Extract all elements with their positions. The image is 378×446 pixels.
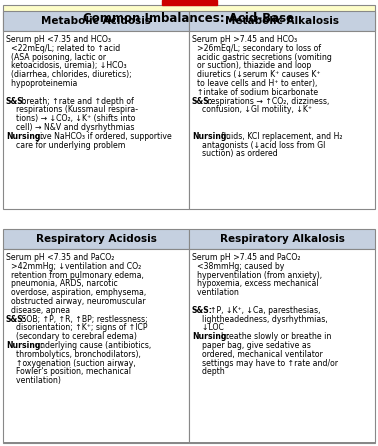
Text: Nursing:: Nursing: [6, 341, 43, 350]
Text: breath; ↑rate and ↑depth of: breath; ↑rate and ↑depth of [19, 97, 133, 106]
Text: Common Imbalances: Acid-Base: Common Imbalances: Acid-Base [84, 12, 294, 25]
Text: Serum pH <7.35 and PaCO₂: Serum pH <7.35 and PaCO₂ [6, 253, 115, 262]
Text: overdose, aspiration, emphysema,: overdose, aspiration, emphysema, [6, 288, 146, 297]
Text: (diarrhea, chlorides, diuretics);: (diarrhea, chlorides, diuretics); [6, 70, 132, 79]
Text: S&S:: S&S: [192, 97, 213, 106]
Text: care for underlying problem: care for underlying problem [11, 140, 125, 149]
Bar [189, 229, 375, 249]
Text: suction) as ordered: suction) as ordered [197, 149, 278, 158]
Text: Serum pH >7.45 and PaCO₂: Serum pH >7.45 and PaCO₂ [192, 253, 301, 262]
Bar [161, 0, 217, 5]
Bar [3, 5, 375, 31]
Text: <22mEq/L; related to ↑acid: <22mEq/L; related to ↑acid [6, 44, 120, 53]
Text: to leave cells and H⁺ to enter),: to leave cells and H⁺ to enter), [192, 79, 318, 88]
Text: thrombolytics, bronchodilators),: thrombolytics, bronchodilators), [11, 350, 141, 359]
Text: Serum pH >7.45 and HCO₃: Serum pH >7.45 and HCO₃ [192, 35, 297, 44]
Bar [189, 31, 375, 209]
Text: respirations → ↑CO₂, dizziness,: respirations → ↑CO₂, dizziness, [204, 97, 329, 106]
Text: tions) → ↓CO₂, ↓K⁺ (shifts into: tions) → ↓CO₂, ↓K⁺ (shifts into [11, 114, 135, 123]
Text: Respiratory Acidosis: Respiratory Acidosis [36, 234, 156, 244]
Text: obstructed airway, neuromuscular: obstructed airway, neuromuscular [6, 297, 146, 306]
Bar [3, 229, 189, 249]
Bar [3, 249, 189, 443]
Text: S&S:: S&S: [6, 97, 27, 106]
Text: acidic gastric secretions (vomiting: acidic gastric secretions (vomiting [192, 53, 332, 62]
Text: <38mmHg; caused by: <38mmHg; caused by [192, 262, 284, 271]
Text: disease, apnea: disease, apnea [6, 306, 70, 315]
Text: ↑intake of sodium bicarbonate: ↑intake of sodium bicarbonate [192, 88, 318, 97]
Text: confusion, ↓GI motility, ↓K⁺: confusion, ↓GI motility, ↓K⁺ [197, 105, 312, 115]
Text: S&S:: S&S: [192, 306, 213, 315]
Text: Metabolic Acidosis: Metabolic Acidosis [41, 16, 151, 26]
Text: paper bag, give sedative as: paper bag, give sedative as [197, 341, 311, 350]
Text: S&S:: S&S: [6, 314, 27, 324]
Text: or suction), thiazide and loop: or suction), thiazide and loop [192, 62, 311, 70]
Text: ventilation: ventilation [192, 288, 239, 297]
Text: Serum pH <7.35 and HCO₃: Serum pH <7.35 and HCO₃ [6, 35, 111, 44]
Text: pneumonia, ARDS, narcotic: pneumonia, ARDS, narcotic [6, 279, 118, 289]
Text: lightheadedness, dysrhythmias,: lightheadedness, dysrhythmias, [197, 314, 328, 324]
Text: >42mmHg; ↓ventilation and CO₂: >42mmHg; ↓ventilation and CO₂ [6, 262, 141, 271]
Text: ordered, mechanical ventilator: ordered, mechanical ventilator [197, 350, 323, 359]
Text: fluids, KCl replacement, and H₂: fluids, KCl replacement, and H₂ [216, 132, 343, 141]
Text: depth: depth [197, 368, 225, 376]
Text: SOB; ↑P, ↑R, ↑BP; restlessness;: SOB; ↑P, ↑R, ↑BP; restlessness; [19, 314, 147, 324]
Text: >26mEq/L; secondary to loss of: >26mEq/L; secondary to loss of [192, 44, 321, 53]
Text: settings may have to ↑rate and/or: settings may have to ↑rate and/or [197, 359, 338, 368]
Text: ↓LOC: ↓LOC [197, 323, 224, 332]
Text: ketoacidosis, uremia); ↓HCO₃: ketoacidosis, uremia); ↓HCO₃ [6, 62, 127, 70]
Text: Nursing:: Nursing: [192, 332, 229, 341]
Text: hyperventilation (from anxiety),: hyperventilation (from anxiety), [192, 271, 322, 280]
Text: cell) → N&V and dysrhythmias: cell) → N&V and dysrhythmias [11, 123, 135, 132]
Text: Metabolic Alkalosis: Metabolic Alkalosis [225, 16, 339, 26]
Bar [3, 442, 375, 443]
Text: ventilation): ventilation) [11, 376, 61, 385]
Text: hypoproteinemia: hypoproteinemia [6, 79, 77, 88]
Text: Nursing:: Nursing: [192, 132, 229, 141]
Text: give NaHCO₃ if ordered, supportive: give NaHCO₃ if ordered, supportive [30, 132, 172, 141]
Text: diuretics (↓serum K⁺ causes K⁺: diuretics (↓serum K⁺ causes K⁺ [192, 70, 321, 79]
Text: Respiratory Alkalosis: Respiratory Alkalosis [220, 234, 344, 244]
Text: (ASA poisoning, lactic or: (ASA poisoning, lactic or [6, 53, 106, 62]
Text: underlying cause (antibiotics,: underlying cause (antibiotics, [30, 341, 152, 350]
Text: (secondary to cerebral edema): (secondary to cerebral edema) [11, 332, 137, 341]
Bar [3, 31, 189, 209]
Text: Nursing:: Nursing: [6, 132, 43, 141]
Bar [189, 249, 375, 443]
Text: disorientation; ↑K⁺; signs of ↑ICP: disorientation; ↑K⁺; signs of ↑ICP [11, 323, 147, 332]
Text: hypoxemia, excess mechanical: hypoxemia, excess mechanical [192, 279, 319, 289]
Bar [3, 11, 189, 31]
Bar [189, 11, 375, 31]
Text: antagonists (↓acid loss from GI: antagonists (↓acid loss from GI [197, 140, 325, 149]
Text: Fowler's position, mechanical: Fowler's position, mechanical [11, 368, 131, 376]
Text: respirations (Kussmaul respira-: respirations (Kussmaul respira- [11, 105, 138, 115]
Text: ↑P, ↓K⁺, ↓Ca, paresthesias,: ↑P, ↓K⁺, ↓Ca, paresthesias, [204, 306, 320, 315]
Text: ↑oxygenation (suction airway,: ↑oxygenation (suction airway, [11, 359, 136, 368]
Text: breathe slowly or breathe in: breathe slowly or breathe in [216, 332, 332, 341]
Text: retention from pulmonary edema,: retention from pulmonary edema, [6, 271, 144, 280]
